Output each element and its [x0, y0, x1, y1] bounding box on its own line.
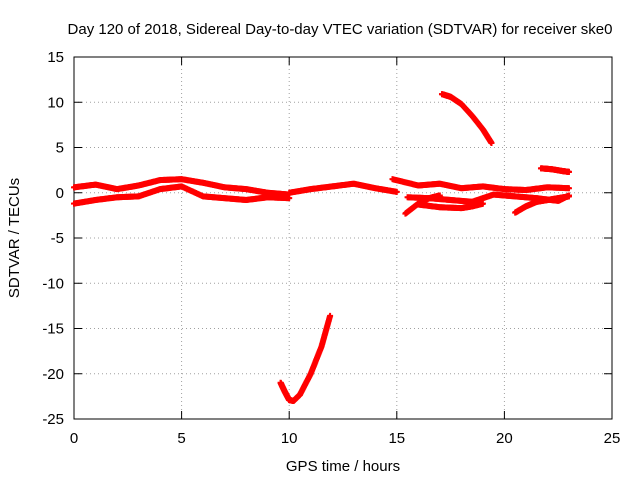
series-band-middle: [286, 180, 400, 196]
x-tick-label: 0: [70, 430, 78, 447]
series-arc-20-23: [512, 193, 572, 216]
data-point: [488, 139, 495, 146]
ticks: [73, 56, 613, 420]
chart-title: Day 120 of 2018, Sidereal Day-to-day VTE…: [68, 21, 613, 38]
series-band-upper-left: [71, 176, 293, 198]
series-band-lower-left: [71, 183, 293, 207]
y-tick-label: 5: [56, 140, 64, 157]
x-axis-label: GPS time / hours: [286, 458, 400, 475]
series-arc-17-19: [415, 200, 486, 212]
data-point: [286, 195, 293, 202]
x-tick-label: 10: [281, 430, 298, 447]
x-tick-label: 20: [496, 430, 513, 447]
y-tick-label: -5: [51, 230, 64, 247]
x-tick-label: 15: [388, 430, 405, 447]
y-axis-label: SDTVAR / TECUs: [6, 178, 23, 298]
y-tick-label: 10: [47, 94, 64, 111]
y-tick-label: 15: [47, 49, 64, 66]
series-high-arc-17-19.5: [438, 91, 495, 146]
data-point: [436, 192, 443, 199]
y-tick-label: 0: [56, 185, 64, 202]
tick-labels: 0 5 10 15 20 25 -25 -20 -15 -10 -5 0 5 10 15: [42, 49, 620, 447]
data-point: [565, 193, 572, 200]
series-short-arc-22-23: [537, 165, 572, 175]
grid: [74, 57, 612, 419]
data-point: [479, 200, 486, 207]
x-tick-label: 5: [177, 430, 185, 447]
series-band-right-upper: [389, 176, 572, 194]
data-point: [565, 168, 572, 175]
y-tick-label: -25: [42, 411, 64, 428]
y-tick-label: -15: [42, 321, 64, 338]
data-point: [393, 188, 400, 195]
data-point: [327, 312, 334, 319]
x-tick-label: 25: [604, 430, 621, 447]
y-tick-label: -20: [42, 366, 64, 383]
series-dip-arc-9.5-12: [277, 312, 334, 404]
y-tick-label: -10: [42, 275, 64, 292]
data-points: [71, 91, 572, 404]
data-point: [565, 185, 572, 192]
